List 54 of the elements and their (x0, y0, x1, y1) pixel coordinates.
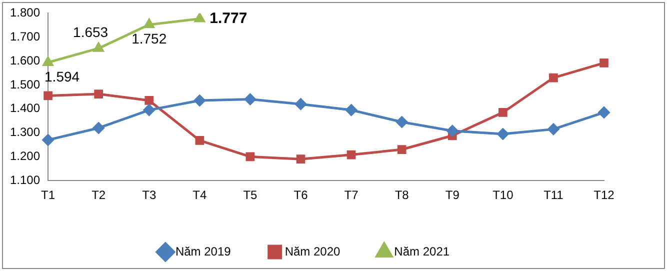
data-label: 1.653 (73, 24, 108, 40)
point (92, 122, 104, 134)
x-tick-label: T9 (445, 188, 460, 202)
data-label: 1.777 (210, 10, 248, 27)
y-tick-label: 1.100 (10, 172, 40, 187)
y-tick-label: 1.700 (10, 29, 40, 44)
point (346, 104, 358, 116)
point (549, 73, 558, 82)
data-label: 1.752 (132, 30, 167, 47)
point (397, 145, 406, 154)
point (598, 106, 610, 118)
x-tick-label: T7 (344, 188, 359, 202)
y-tick-label: 1.200 (10, 149, 40, 163)
point (94, 90, 104, 98)
x-tick-label: T2 (92, 188, 106, 202)
point (396, 116, 408, 128)
point (144, 96, 154, 105)
x-tick-label: T3 (142, 188, 156, 202)
point (42, 56, 54, 66)
point (143, 104, 155, 116)
point (296, 154, 306, 164)
y-tick-label: 1.600 (10, 53, 40, 68)
y-tick-label: 1.300 (10, 125, 40, 140)
point (244, 94, 256, 106)
legend-label: Năm 2019 (175, 244, 232, 258)
x-tick-label: T11 (544, 188, 564, 202)
x-tick-label: T12 (594, 188, 615, 202)
point (600, 58, 608, 68)
point (42, 134, 54, 146)
point (294, 98, 306, 110)
point (194, 94, 206, 106)
point (497, 128, 509, 140)
point (548, 123, 560, 135)
x-tick-label: T1 (41, 188, 56, 202)
x-tick-label: T6 (294, 188, 308, 202)
x-tick-label: T5 (243, 188, 258, 202)
y-tick-label: 1.500 (10, 77, 40, 92)
point (446, 125, 458, 137)
point (246, 152, 255, 162)
point (44, 91, 52, 100)
x-tick-label: T4 (192, 188, 207, 202)
point (195, 136, 204, 145)
y-tick-label: 1.800 (10, 6, 40, 20)
point (194, 13, 205, 22)
point (346, 150, 356, 160)
y-tick-label: 1.400 (10, 101, 40, 116)
point (498, 108, 508, 117)
legend-label: Năm 2020 (284, 244, 341, 258)
x-tick-label: T10 (492, 188, 514, 202)
legend-label: Năm 2021 (394, 244, 450, 258)
x-tick-label: T8 (394, 188, 410, 202)
point (144, 18, 154, 28)
point (93, 42, 104, 52)
data-label: 1.594 (44, 68, 80, 84)
